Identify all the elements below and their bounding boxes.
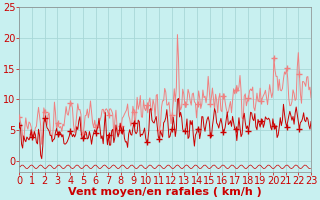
X-axis label: Vent moyen/en rafales ( km/h ): Vent moyen/en rafales ( km/h ) [68, 187, 262, 197]
